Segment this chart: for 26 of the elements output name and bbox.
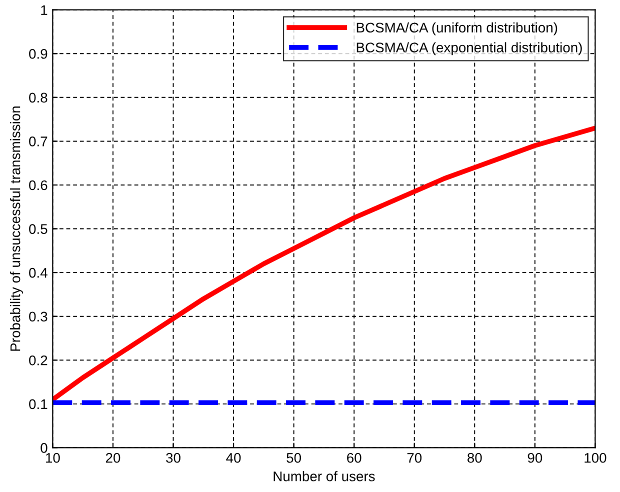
y-tick-label: 0.8 bbox=[29, 92, 48, 103]
y-tick-label: 0.6 bbox=[29, 180, 48, 190]
legend-label: BCSMA/CA (exponential distribution) bbox=[356, 42, 582, 56]
x-tick-label: 70 bbox=[407, 452, 422, 463]
x-tick-label: 50 bbox=[286, 452, 301, 463]
line-series bbox=[52, 126, 596, 402]
x-tick-label: 30 bbox=[166, 452, 180, 463]
x-tick-label: 90 bbox=[528, 452, 542, 463]
y-tick-label: 1 bbox=[41, 5, 48, 15]
x-tick-label: 40 bbox=[226, 452, 241, 463]
y-tick-label: 0.7 bbox=[29, 136, 48, 146]
x-tick-label: 10 bbox=[46, 452, 60, 463]
y-tick-label: 0.2 bbox=[29, 355, 48, 366]
x-tick-label: 60 bbox=[347, 452, 362, 463]
y-tick-label: 0.1 bbox=[29, 399, 48, 410]
y-tick-label: 0.5 bbox=[29, 224, 48, 234]
legend-label: BCSMA/CA (uniform distribution) bbox=[356, 22, 558, 36]
x-tick-label: 80 bbox=[468, 452, 482, 463]
y-axis-title: Probability of unsuccessful transmission bbox=[10, 106, 23, 351]
x-axis-title: Number of users bbox=[274, 471, 375, 482]
y-tick-label: 0.9 bbox=[29, 48, 48, 59]
y-tick-label: 0.3 bbox=[29, 312, 48, 322]
x-tick-label: 20 bbox=[106, 452, 120, 463]
x-tick-label: 100 bbox=[584, 452, 606, 463]
y-tick-label: 0.4 bbox=[29, 268, 48, 278]
y-tick-label: 0 bbox=[40, 443, 48, 453]
